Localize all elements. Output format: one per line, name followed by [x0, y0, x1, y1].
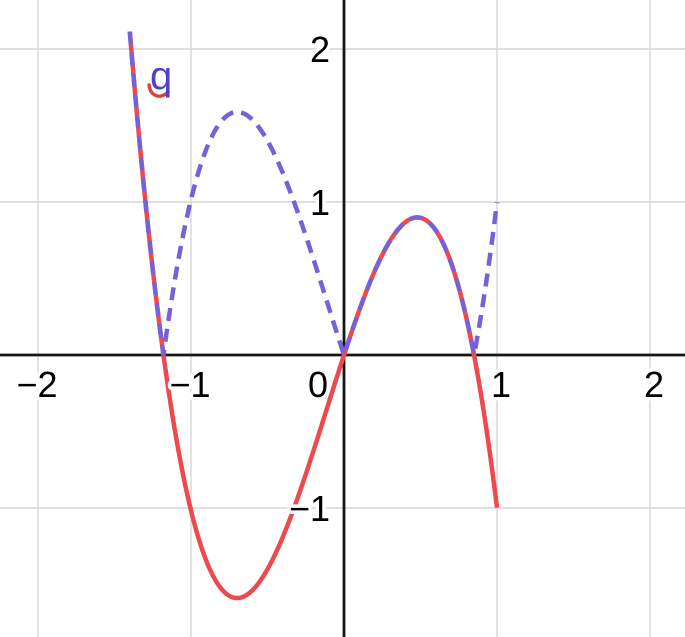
x-tick-label-2: 2	[644, 364, 664, 405]
curves	[127, 31, 500, 601]
q-curve-label: q	[150, 54, 172, 98]
y-tick-label-1: 1	[310, 182, 330, 223]
x-tick-label-0: 0	[308, 364, 328, 405]
x-tick-label--2: −2	[16, 364, 57, 405]
tick-labels: −2 −1 0 1 2 2 1 −1	[13, 26, 668, 533]
y-tick-label-2: 2	[310, 29, 330, 70]
y-tick-label--1: −1	[289, 488, 330, 529]
x-tick-label-1: 1	[491, 364, 511, 405]
curve-labels: q	[147, 54, 172, 98]
curve-q	[127, 31, 500, 358]
x-tick-label--1: −1	[169, 364, 210, 405]
hidden-red-label-fragment	[147, 83, 170, 98]
